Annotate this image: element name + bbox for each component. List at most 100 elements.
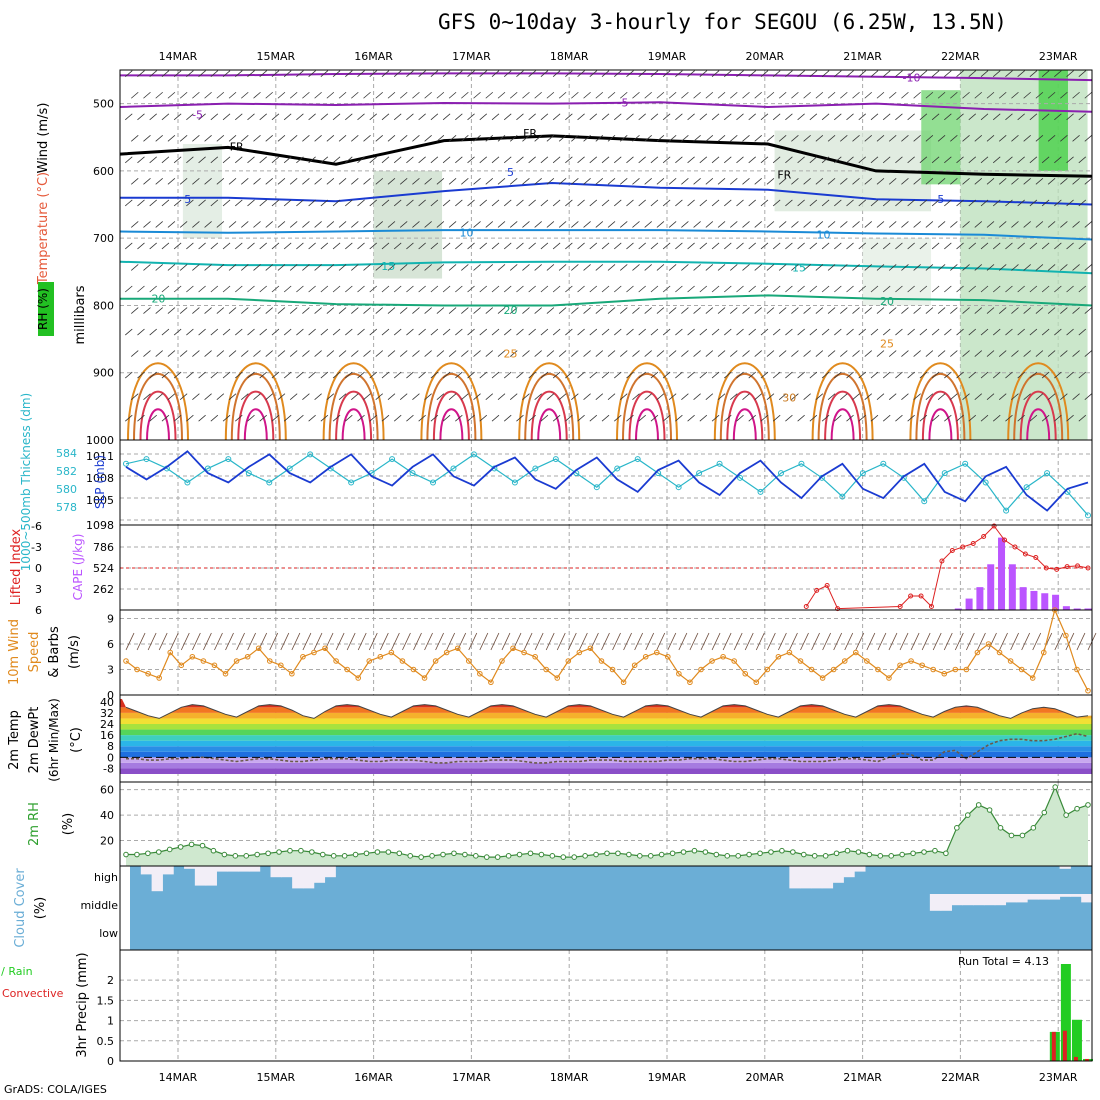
wind-barb <box>852 307 860 314</box>
wind-barb <box>613 199 622 207</box>
wind-barb <box>210 414 219 422</box>
wind-barb-10m <box>1010 632 1019 651</box>
wind-barb <box>491 113 500 121</box>
wind-barb <box>1078 70 1087 78</box>
rh-marker <box>768 849 774 855</box>
wind-barb <box>497 221 506 228</box>
cloud-clear-cell <box>151 866 163 892</box>
rh-marker <box>134 851 140 858</box>
wind-barb <box>247 371 255 379</box>
wind-speed-marker <box>300 653 306 660</box>
wind-barb <box>992 414 1001 422</box>
wind-barb-10m <box>811 632 820 651</box>
wind-speed-marker <box>875 666 881 673</box>
wind-barb <box>1054 285 1062 293</box>
wind-barb <box>675 70 683 78</box>
cloud-clear-cell <box>1037 894 1050 900</box>
wind-barb <box>430 113 439 121</box>
wind-barb <box>412 178 420 185</box>
wind-tick-label: 6 <box>107 638 114 651</box>
date-label-top: 19MAR <box>648 50 687 63</box>
wind-barb <box>803 91 811 99</box>
wind-barb <box>632 221 640 228</box>
wind-barb <box>944 113 952 121</box>
wind-barb <box>1066 328 1074 336</box>
wind-barb <box>1047 264 1056 271</box>
cloud-clear-cell <box>994 894 1007 906</box>
wind-barb <box>766 135 775 142</box>
wind-barb <box>418 199 426 207</box>
thickness-marker <box>1023 484 1030 491</box>
wind-barb <box>277 264 286 271</box>
wind-barb <box>876 221 885 228</box>
wind-barb-10m <box>932 632 942 651</box>
cloud-clear-cell <box>238 866 250 872</box>
li-tick-label: 6 <box>35 604 42 617</box>
wind-barb <box>558 221 567 228</box>
wind-barb <box>167 135 176 142</box>
wind-barb <box>216 91 225 99</box>
wind-barb <box>809 371 818 379</box>
wind-barb <box>351 393 359 400</box>
wind-barb <box>772 199 781 207</box>
wind-barb <box>638 371 646 379</box>
rh-axis-label: 2m RH <box>27 802 42 846</box>
wind-barb <box>662 113 671 121</box>
wind-barb <box>962 307 970 314</box>
wind-barb-10m <box>534 632 544 651</box>
wind-barb <box>296 199 304 207</box>
wind-barb <box>797 285 805 293</box>
wind-barb <box>675 414 683 422</box>
wind-barb <box>681 135 689 142</box>
rh-marker <box>943 850 949 857</box>
wind-barb <box>613 242 622 250</box>
wind-barb <box>137 113 145 121</box>
wind-barb <box>222 285 231 293</box>
contour-label: -10 <box>903 72 921 85</box>
wind-barb <box>699 199 708 207</box>
date-label-top: 17MAR <box>452 50 491 63</box>
wind-barb <box>705 91 714 99</box>
wind-barb <box>705 135 714 142</box>
wind-barb <box>179 91 188 99</box>
date-label-bottom: 20MAR <box>745 1071 784 1084</box>
wind-barb <box>595 178 604 185</box>
wind-barb <box>815 178 824 185</box>
wind-barb <box>846 70 854 78</box>
wind-barb <box>461 91 469 99</box>
wind-barb <box>968 242 977 250</box>
wind-barb <box>265 221 273 228</box>
wind-barb <box>619 221 628 228</box>
wind-barb <box>736 414 744 422</box>
wind-barb <box>369 414 378 422</box>
lowlevel-isotherm <box>224 362 287 441</box>
wind-barb <box>730 393 738 400</box>
wind-barb <box>607 264 616 271</box>
lowlevel-isotherm <box>713 362 776 441</box>
wind-barb-10m <box>158 632 168 651</box>
wind-barb <box>363 393 371 400</box>
wind-speed-marker <box>742 670 749 677</box>
wind-barb <box>271 242 280 250</box>
wind-barb <box>479 371 488 379</box>
wind-barb <box>571 221 579 228</box>
wind-barb <box>149 113 157 121</box>
wind-barb <box>296 414 304 422</box>
wind-barb <box>228 178 237 185</box>
wind-barb <box>259 113 267 121</box>
wind-barb <box>387 307 396 314</box>
wind-barb <box>699 70 708 78</box>
wind-barb <box>1047 221 1056 228</box>
wind-barb <box>1035 393 1044 400</box>
wind-barb <box>858 242 867 250</box>
cloud-clear-cell <box>184 866 196 869</box>
wind-barb <box>155 307 163 314</box>
wind-barb <box>748 285 756 293</box>
wind-barb <box>748 414 756 422</box>
precip-tick-label: 2 <box>107 974 114 987</box>
wind-barb <box>210 328 219 336</box>
li-marker <box>803 604 809 609</box>
wind-barb <box>827 393 836 400</box>
wind-barb <box>265 91 273 99</box>
wind-speed-marker <box>123 658 129 664</box>
